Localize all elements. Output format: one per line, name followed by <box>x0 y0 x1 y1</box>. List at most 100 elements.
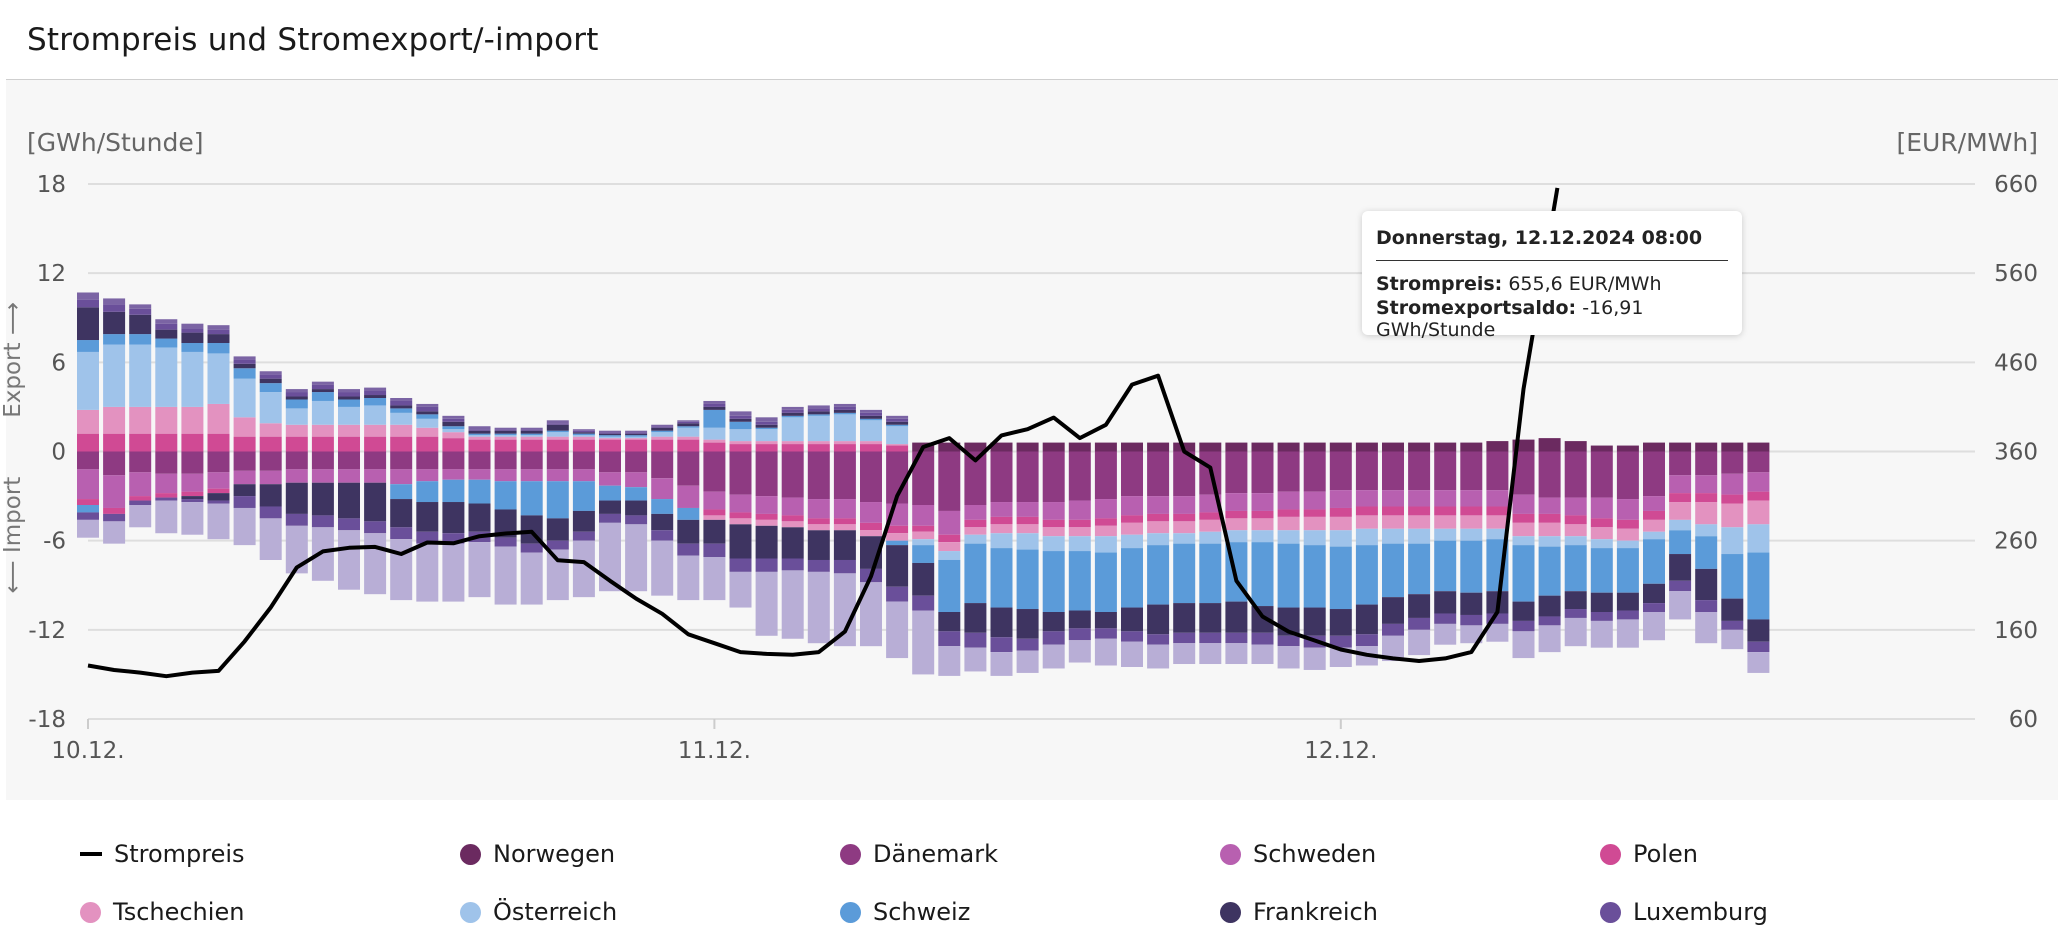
bar-segment-export <box>1460 442 1483 452</box>
legend-item-strompreis[interactable]: Strompreis <box>80 840 245 868</box>
bar-segment-import <box>546 481 569 519</box>
bar-segment-export <box>546 436 569 440</box>
bar-segment-export <box>468 439 491 452</box>
bar-segment-import <box>1251 530 1274 543</box>
bar-segment-import <box>181 499 204 503</box>
bar-segment-import <box>1225 643 1248 665</box>
bar-segment-export <box>520 429 543 431</box>
bar-segment-import <box>1355 528 1378 546</box>
legend-item-frankreich[interactable]: Frankreich <box>1220 898 1378 926</box>
bar-segment-export <box>364 405 387 425</box>
bar-segment-export <box>520 435 543 437</box>
import-side-label: ⟵ Import <box>0 477 26 594</box>
bar-segment-import <box>1564 497 1587 516</box>
bar-segment-import <box>416 451 439 470</box>
bar-segment-import <box>1695 536 1718 569</box>
tooltip-price-label: Strompreis: <box>1376 273 1503 295</box>
bar-segment-import <box>1173 632 1196 644</box>
export-side-label: Export ⟶ <box>0 302 26 418</box>
bar-segment-export <box>390 405 413 409</box>
bar-segment-import <box>1382 506 1404 516</box>
bar-segment-import <box>1616 540 1639 549</box>
legend-item-schweiz[interactable]: Schweiz <box>840 898 970 926</box>
bar-segment-import <box>1512 536 1535 546</box>
bar-segment-import <box>1460 451 1483 491</box>
legend-item-luxemburg[interactable]: Luxemburg <box>1600 898 1768 926</box>
bar-segment-export <box>625 436 648 439</box>
bar-segment-import <box>1173 521 1196 534</box>
bar-segment-import <box>1225 632 1248 644</box>
bar-segment-export <box>207 334 230 344</box>
legend-item-schweden[interactable]: Schweden <box>1220 840 1376 868</box>
legend-item-norwegen[interactable]: Norwegen <box>460 840 615 868</box>
bar-segment-import <box>1042 519 1065 528</box>
bar-segment-export <box>233 417 256 437</box>
bar-segment-export <box>338 424 360 437</box>
bar-segment-import <box>1512 601 1535 621</box>
bar-segment-import <box>1199 603 1222 633</box>
bar-segment-import <box>938 510 961 535</box>
bar-segment-export <box>703 427 726 440</box>
bar-segment-import <box>729 451 752 495</box>
bar-segment-export <box>103 334 126 345</box>
bar-segment-import <box>1721 494 1744 504</box>
bar-segment-import <box>1408 515 1431 529</box>
y-tick-label-left: 18 <box>37 172 66 198</box>
bar-segment-import <box>442 469 465 480</box>
tooltip-price-value: 655,6 EUR/MWh <box>1508 273 1662 295</box>
bar-segment-import <box>1669 580 1692 592</box>
bar-segment-import <box>1538 522 1561 537</box>
bar-segment-import <box>833 524 856 531</box>
bar-segment-import <box>1042 644 1065 669</box>
bar-segment-export <box>625 430 648 433</box>
bar-segment-import <box>1590 592 1613 612</box>
bar-segment-export <box>703 403 726 407</box>
bar-segment-import <box>807 518 830 525</box>
bar-segment-export <box>1382 442 1404 452</box>
bar-segment-import <box>207 488 230 494</box>
x-tick-label: 11.12. <box>678 738 751 764</box>
bar-segment-import <box>259 470 282 485</box>
bar-segment-import <box>912 451 935 505</box>
chart-svg: 18 660 12 560 6 460 0 360 -6 260 -12 160 -18 60 10.12.… <box>0 128 2038 764</box>
bar-segment-import <box>1643 496 1665 511</box>
legend-label: Schweiz <box>873 898 971 926</box>
bar-segment-import <box>990 516 1013 525</box>
bar-segment-export <box>1486 441 1509 452</box>
bar-segment-export <box>155 323 178 330</box>
bar-segment-export <box>285 396 308 400</box>
bar-segment-import <box>729 558 752 572</box>
legend-item-polen[interactable]: Polen <box>1600 840 1698 868</box>
bar-segment-import <box>338 530 360 590</box>
bar-segment-export <box>677 420 700 422</box>
bar-segment-import <box>1616 519 1639 529</box>
bar-segment-import <box>1121 631 1143 642</box>
bar-segment-import <box>964 647 987 672</box>
bar-segment-export <box>860 412 882 416</box>
bar-segment-import <box>468 479 491 504</box>
bar-segment-import <box>1695 568 1718 601</box>
bar-segment-import <box>1590 497 1613 519</box>
legend-label: Luxemburg <box>1633 898 1768 926</box>
legend-item-oesterreich[interactable]: Österreich <box>460 898 617 926</box>
bar-segment-export <box>468 430 491 434</box>
bar-segment-export <box>103 433 126 452</box>
bar-segment-export <box>233 356 256 360</box>
bar-segment-export <box>259 392 282 424</box>
bar-segment-import <box>364 482 387 522</box>
bar-segment-import <box>233 451 256 471</box>
bar-segment-export <box>520 436 543 440</box>
legend-item-daenemark[interactable]: Dänemark <box>840 840 998 868</box>
bar-segment-import <box>468 451 491 470</box>
bar-segment-import <box>1590 518 1613 528</box>
bar-segment-import <box>1408 594 1431 618</box>
bar-segment-export <box>364 395 387 398</box>
bar-segment-import <box>1564 545 1587 592</box>
bar-segment-import <box>625 472 648 488</box>
bar-segment-import <box>1382 451 1404 491</box>
bar-segment-import <box>964 519 987 528</box>
y-tick-label-left: 6 <box>51 350 66 376</box>
legend-item-tschechien[interactable]: Tschechien <box>80 898 244 926</box>
bar-segment-export <box>207 325 230 330</box>
bar-segment-import <box>1721 473 1744 495</box>
